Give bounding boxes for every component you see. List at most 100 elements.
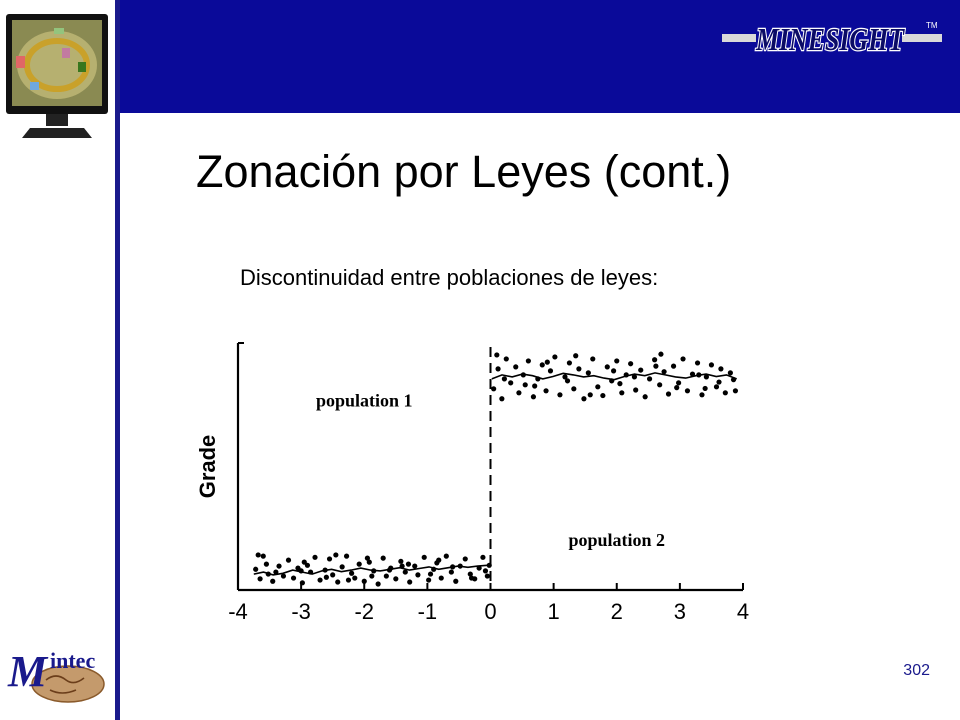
data-point bbox=[670, 363, 677, 369]
data-point bbox=[285, 557, 292, 563]
data-point bbox=[339, 564, 345, 570]
y-axis-label: Grade bbox=[195, 435, 220, 499]
data-point bbox=[335, 579, 341, 585]
data-point bbox=[552, 354, 558, 360]
data-point bbox=[503, 356, 509, 362]
data-point bbox=[480, 554, 486, 560]
data-point bbox=[356, 561, 362, 567]
data-point bbox=[646, 376, 653, 382]
data-point bbox=[587, 392, 593, 398]
page-number: 302 bbox=[903, 662, 930, 679]
data-point bbox=[581, 396, 587, 402]
data-point bbox=[566, 360, 573, 366]
data-point bbox=[427, 571, 434, 577]
x-tick-label: -2 bbox=[354, 599, 374, 624]
data-point bbox=[547, 368, 554, 374]
data-point bbox=[633, 387, 639, 393]
slide-title: Zonación por Leyes (cont.) bbox=[196, 146, 732, 197]
data-point bbox=[349, 570, 355, 576]
data-point bbox=[364, 555, 371, 561]
data-point bbox=[486, 562, 492, 568]
mintec-logo: M intec bbox=[7, 647, 105, 703]
data-point bbox=[702, 385, 708, 392]
data-point bbox=[530, 394, 537, 400]
data-point bbox=[658, 351, 664, 357]
data-point bbox=[595, 384, 601, 390]
data-point bbox=[312, 554, 318, 560]
data-point bbox=[494, 352, 500, 358]
globe-icon bbox=[31, 665, 105, 703]
data-point bbox=[539, 362, 545, 368]
x-tick-label: 2 bbox=[611, 599, 623, 624]
data-point bbox=[343, 553, 350, 559]
data-point bbox=[366, 559, 372, 565]
data-point bbox=[501, 376, 507, 382]
annotation-population-1: population 1 bbox=[316, 391, 413, 411]
data-point bbox=[290, 575, 297, 581]
data-point bbox=[576, 366, 582, 372]
moving-average-line bbox=[253, 564, 488, 576]
data-point bbox=[257, 576, 263, 582]
monitor-stand bbox=[22, 128, 92, 138]
x-tick-label: 1 bbox=[548, 599, 560, 624]
data-point bbox=[263, 561, 270, 567]
data-point bbox=[684, 388, 691, 394]
data-point bbox=[600, 392, 606, 399]
data-point bbox=[694, 360, 701, 366]
data-point bbox=[522, 382, 528, 388]
data-point bbox=[255, 552, 261, 558]
data-point bbox=[564, 378, 571, 384]
left-accent-rule bbox=[115, 0, 120, 720]
data-point bbox=[562, 374, 568, 380]
data-point bbox=[412, 563, 418, 569]
data-point bbox=[732, 388, 739, 394]
data-point bbox=[680, 356, 686, 362]
data-point bbox=[448, 569, 454, 575]
data-point bbox=[299, 580, 305, 586]
data-point bbox=[499, 396, 505, 402]
data-point bbox=[304, 562, 311, 568]
data-point bbox=[323, 574, 329, 580]
grade-scatter-chart: -4 -3 -2 -1 0 1 2 3 4 Grade population 1 population… bbox=[195, 342, 749, 624]
data-point bbox=[415, 572, 421, 578]
data-point bbox=[642, 394, 648, 400]
data-point bbox=[333, 552, 339, 558]
data-point bbox=[260, 553, 266, 559]
data-point bbox=[438, 575, 444, 581]
data-point bbox=[443, 553, 449, 559]
data-point bbox=[653, 363, 659, 369]
data-point bbox=[398, 558, 404, 564]
data-point bbox=[495, 366, 501, 372]
data-point bbox=[491, 386, 497, 392]
data-point bbox=[508, 380, 514, 386]
data-point bbox=[585, 370, 591, 376]
mintec-logo-text: intec bbox=[50, 648, 95, 673]
data-point bbox=[657, 382, 663, 388]
moving-average-line bbox=[491, 372, 737, 381]
data-point bbox=[345, 577, 352, 583]
minesight-logo: MINESIGHT TM bbox=[722, 20, 942, 58]
data-point bbox=[628, 361, 634, 367]
x-tick-label: 3 bbox=[674, 599, 686, 624]
data-point bbox=[421, 554, 427, 560]
data-point bbox=[614, 358, 620, 364]
data-point bbox=[543, 388, 549, 394]
data-point bbox=[638, 367, 644, 373]
data-point bbox=[631, 374, 638, 380]
data-point bbox=[468, 575, 475, 581]
data-point bbox=[326, 556, 333, 562]
data-point bbox=[676, 380, 682, 386]
data-point bbox=[253, 566, 259, 572]
data-point bbox=[270, 578, 276, 584]
data-point bbox=[699, 392, 705, 398]
data-point bbox=[674, 385, 680, 391]
monitor-illustration bbox=[6, 14, 108, 138]
data-point bbox=[273, 569, 279, 575]
data-point bbox=[525, 358, 531, 364]
data-point bbox=[482, 568, 489, 574]
data-point bbox=[665, 391, 672, 397]
data-point bbox=[330, 572, 336, 578]
data-point bbox=[544, 359, 550, 365]
data-point bbox=[361, 578, 367, 584]
data-point bbox=[573, 353, 579, 359]
